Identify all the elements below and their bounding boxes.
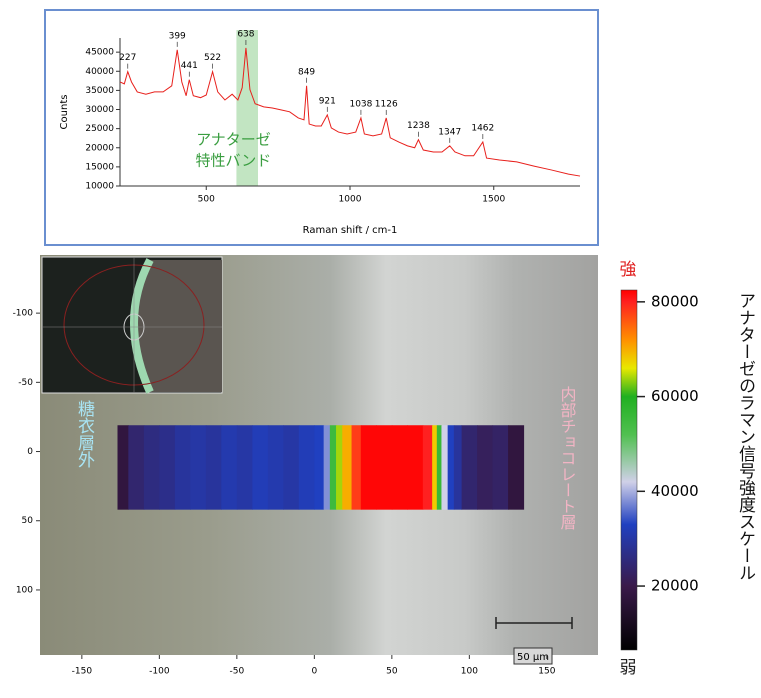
scale-bar-label: 50 µm xyxy=(517,652,549,663)
y-tick-label: 20000 xyxy=(85,143,114,153)
x-tick-label: 50 xyxy=(386,667,398,677)
y-axis-label: Counts xyxy=(59,95,70,130)
map-column xyxy=(144,425,160,509)
map-column xyxy=(407,425,423,509)
map-column xyxy=(342,425,352,509)
x-tick-label: 100 xyxy=(461,667,478,677)
x-axis-label: Raman shift / cm-1 xyxy=(303,225,398,236)
map-column xyxy=(118,425,129,509)
peak-label: 1238 xyxy=(407,121,430,131)
colorbar-high-label: 強 xyxy=(620,260,637,280)
y-tick-label: -100 xyxy=(13,309,34,319)
peak-label: 399 xyxy=(169,31,186,41)
peak-label: 1347 xyxy=(438,127,461,137)
band-label: アナターゼ xyxy=(196,131,271,149)
y-tick-label: 25000 xyxy=(85,124,114,134)
map-column xyxy=(336,425,343,509)
band-label: 特性バンド xyxy=(196,152,272,170)
peak-label: 921 xyxy=(319,96,336,106)
spectrum-frame xyxy=(45,10,598,245)
map-column xyxy=(508,425,524,509)
map-column xyxy=(437,425,442,509)
map-column xyxy=(268,425,284,509)
map-column xyxy=(190,425,206,509)
map-column xyxy=(314,425,324,509)
inner-layer-label: 内部チョコレート層 xyxy=(558,386,577,530)
y-tick-label: 50 xyxy=(22,516,34,526)
map-column xyxy=(159,425,175,509)
map-column xyxy=(221,425,237,509)
colorbar xyxy=(621,290,637,650)
y-tick-label: 100 xyxy=(16,585,33,595)
map-column xyxy=(423,425,433,509)
y-tick-label: 0 xyxy=(27,447,33,457)
x-tick-label: -50 xyxy=(229,667,244,677)
x-tick-label: 0 xyxy=(311,667,317,677)
y-tick-label: 30000 xyxy=(85,105,114,115)
x-tick-label: 150 xyxy=(538,667,555,677)
map-column xyxy=(252,425,268,509)
y-tick-label: 45000 xyxy=(85,48,114,58)
map-column xyxy=(352,425,362,509)
colorbar-tick-label: 40000 xyxy=(651,482,699,500)
map-column xyxy=(128,425,144,509)
map-column xyxy=(462,425,478,509)
x-tick-label: 1500 xyxy=(482,195,505,205)
x-tick-label: -150 xyxy=(72,667,93,677)
map-column xyxy=(454,425,462,509)
colorbar-tick-label: 80000 xyxy=(651,292,699,310)
map-column xyxy=(324,425,331,509)
map-column xyxy=(477,425,493,509)
map-column xyxy=(206,425,222,509)
peak-label: 849 xyxy=(298,67,315,77)
y-tick-label: -50 xyxy=(18,378,33,388)
map-column xyxy=(237,425,253,509)
figure: 50 µm Raman shift / cm-1 Counts 強 弱 アナター… xyxy=(0,0,761,698)
peak-label: 638 xyxy=(237,29,254,39)
outer-layer-label: 糖衣層外 xyxy=(74,400,95,468)
map-column xyxy=(299,425,315,509)
map-column xyxy=(441,425,448,509)
map-column xyxy=(376,425,392,509)
x-tick-label: -100 xyxy=(149,667,170,677)
map-column xyxy=(330,425,337,509)
peak-label: 1462 xyxy=(471,124,494,134)
peak-label: 441 xyxy=(181,61,198,71)
y-tick-label: 35000 xyxy=(85,86,114,96)
colorbar-tick-label: 20000 xyxy=(651,577,699,595)
peak-label: 1038 xyxy=(349,99,372,109)
y-tick-label: 15000 xyxy=(85,162,114,172)
map-column xyxy=(493,425,509,509)
x-tick-label: 1000 xyxy=(339,195,362,205)
colorbar-label: アナターゼのラマン信号強度スケール xyxy=(735,292,756,581)
colorbar-low-label: 弱 xyxy=(620,658,637,678)
map-column xyxy=(175,425,191,509)
peak-label: 1126 xyxy=(375,99,398,109)
colorbar-tick-label: 60000 xyxy=(651,387,699,405)
map-column xyxy=(283,425,299,509)
y-tick-label: 40000 xyxy=(85,67,114,77)
page: 50 µm Raman shift / cm-1 Counts 強 弱 アナター… xyxy=(0,0,761,698)
map-column xyxy=(392,425,408,509)
inset-photo xyxy=(42,257,222,393)
x-tick-label: 500 xyxy=(198,195,215,205)
peak-label: 522 xyxy=(204,53,221,63)
peak-label: 227 xyxy=(119,53,136,63)
map-column xyxy=(361,425,377,509)
map-column xyxy=(448,425,455,509)
y-tick-label: 10000 xyxy=(85,182,114,192)
map-column xyxy=(432,425,437,509)
